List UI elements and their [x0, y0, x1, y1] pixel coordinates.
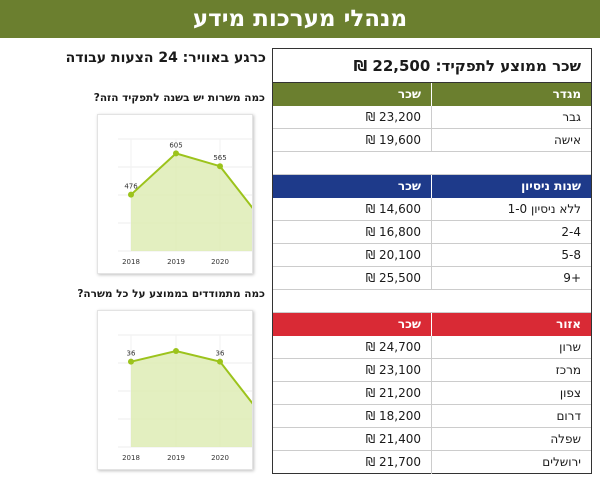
table-spacer	[273, 152, 591, 175]
table-row: +9 25,500 ₪	[273, 267, 591, 290]
experience-header: שנות ניסיון שכר	[273, 175, 591, 198]
jobs-chart-x-tick-label: 2018	[122, 258, 140, 266]
table-row: שרון 24,700 ₪	[273, 336, 591, 359]
candidates-chart-data-label: 36	[127, 350, 136, 358]
candidates-chart-x-tick-label: 2018	[122, 454, 140, 462]
question-candidates-per-job: כמה מתמודדים בממוצע על כל משרה?	[77, 288, 265, 300]
jobs-per-year-chart-svg: 476 605 565 2018 2019 2020	[118, 138, 252, 266]
salary-table: שכר ממוצע לתפקיד: 22,500 ₪ מגדר שכר גבר …	[272, 48, 592, 474]
candidates-chart-x-tick-label: 2019	[167, 454, 185, 462]
question-jobs-per-year: כמה משרות יש בשנה לתפקיד הזה?	[93, 92, 265, 104]
table-row: 5-8 20,100 ₪	[273, 244, 591, 267]
candidates-chart-area	[131, 351, 252, 447]
table-row: שפלה 21,400 ₪	[273, 428, 591, 451]
jobs-chart-data-label: 605	[169, 141, 182, 149]
table-row: צפון 21,200 ₪	[273, 382, 591, 405]
candidates-chart-x-tick-label: 2020	[211, 454, 229, 462]
table-row: גבר 23,200 ₪	[273, 106, 591, 129]
jobs-chart-point-2020	[217, 163, 223, 170]
table-row: אישה 19,600 ₪	[273, 129, 591, 152]
table-row: 2-4 16,800 ₪	[273, 221, 591, 244]
gender-header: מגדר שכר	[273, 83, 591, 106]
candidates-per-job-chart-svg: 36 36 2018 2019 2020	[118, 334, 252, 462]
table-row: מרכז 23,100 ₪	[273, 359, 591, 382]
jobs-chart-point-2018	[128, 191, 134, 198]
jobs-chart-x-tick-label: 2020	[211, 258, 229, 266]
candidates-chart-point-2020	[217, 358, 223, 365]
table-row: ירושלים 21,700 ₪	[273, 451, 591, 474]
candidates-chart-series-line	[130, 349, 252, 405]
candidates-chart-point-2018	[128, 358, 134, 365]
jobs-chart-data-label: 476	[124, 183, 138, 191]
jobs-chart-x-tick-label: 2019	[167, 258, 185, 266]
region-header: אזור שכר	[273, 313, 591, 336]
candidates-chart-point-2019	[173, 348, 179, 354]
candidates-chart-data-label: 36	[216, 350, 225, 358]
table-row: ללא ניסיון 1-0 14,600 ₪	[273, 198, 591, 221]
average-salary-title: שכר ממוצע לתפקיד: 22,500 ₪	[273, 49, 591, 83]
jobs-chart-series-line	[130, 152, 252, 209]
table-spacer	[273, 290, 591, 313]
jobs-chart-data-label: 565	[213, 154, 226, 162]
candidates-per-job-chart: 36 36 2018 2019 2020	[97, 310, 253, 470]
jobs-per-year-chart: 476 605 565 2018 2019 2020	[97, 114, 253, 274]
table-row: דרום 18,200 ₪	[273, 405, 591, 428]
open-jobs-count: כרגע באוויר: 24 הצעות עבודה	[65, 50, 266, 66]
jobs-chart-point-2019	[173, 150, 179, 157]
jobs-chart-area	[131, 153, 252, 251]
page-title: מנהלי מערכות מידע	[0, 0, 600, 38]
